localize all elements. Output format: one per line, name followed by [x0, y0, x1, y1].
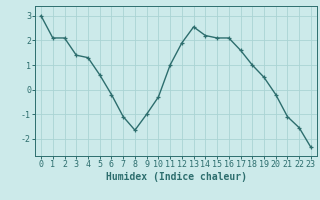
X-axis label: Humidex (Indice chaleur): Humidex (Indice chaleur)	[106, 172, 246, 182]
